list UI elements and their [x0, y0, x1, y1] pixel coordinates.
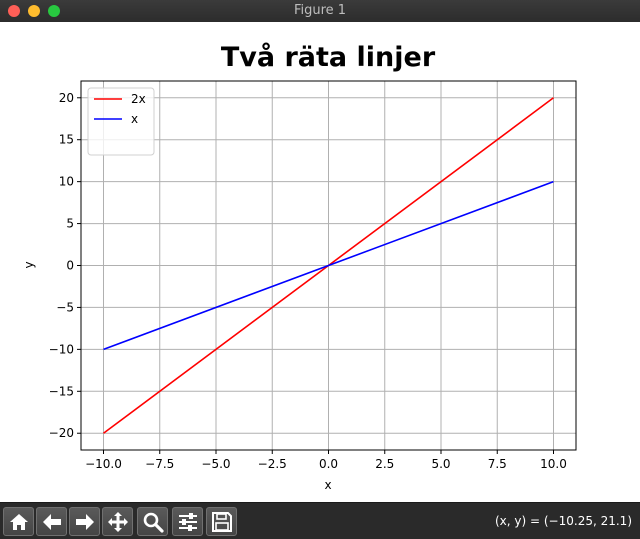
x-tick-label: 5.0	[431, 457, 450, 471]
y-tick-label: 0	[66, 259, 74, 273]
x-tick-label: 10.0	[540, 457, 567, 471]
series-line-x	[103, 180, 554, 351]
x-tick-label: 7.5	[488, 457, 507, 471]
x-tick-label: 2.5	[375, 457, 394, 471]
y-tick-label: −15	[49, 384, 74, 398]
x-axis-label: x	[324, 478, 331, 492]
legend-label-2x: 2x	[131, 92, 146, 106]
move-icon	[107, 511, 128, 532]
y-axis-label: y	[22, 261, 36, 268]
line-chart: Två räta linjer −10.0 −7.5 −5.0 −2.5 0.0 2.5 5…	[22, 41, 577, 492]
maximize-window-button[interactable]	[48, 5, 60, 17]
sliders-icon	[178, 512, 197, 531]
y-tick-label: 10	[59, 175, 74, 189]
floppy-disk-icon	[211, 511, 232, 532]
y-tick-label: −20	[49, 426, 74, 440]
x-tick-label: −7.5	[145, 457, 174, 471]
configure-subplots-button[interactable]	[172, 507, 203, 536]
y-tick-label: −5	[56, 300, 74, 314]
y-tick-label: 5	[66, 217, 74, 231]
arrow-right-icon	[75, 513, 94, 530]
x-tick-label: −2.5	[258, 457, 287, 471]
window-title: Figure 1	[293, 3, 347, 18]
legend-box	[87, 87, 155, 156]
zoom-icon	[143, 512, 164, 533]
save-button[interactable]	[206, 507, 237, 536]
figure-canvas[interactable]: Två räta linjer −10.0 −7.5 −5.0 −2.5 0.0 2.5 5…	[0, 22, 640, 502]
pan-button[interactable]	[102, 507, 133, 536]
home-icon	[9, 513, 28, 530]
y-tick-label: 15	[59, 133, 74, 147]
arrow-left-icon	[42, 513, 61, 530]
chart-title: Två räta linjer	[221, 41, 436, 73]
zoom-button[interactable]	[137, 507, 168, 536]
x-tick-label: −10.0	[85, 457, 122, 471]
legend: 2x x	[87, 87, 155, 156]
home-button[interactable]	[3, 507, 34, 536]
minimize-window-button[interactable]	[28, 5, 40, 17]
forward-button[interactable]	[69, 507, 100, 536]
title-bar: Figure 1	[0, 0, 640, 23]
y-tick-label: 20	[59, 91, 74, 105]
x-tick-label: −5.0	[201, 457, 230, 471]
y-tick-label: −10	[49, 342, 74, 356]
close-window-button[interactable]	[8, 5, 20, 17]
x-tick-label: 0.0	[319, 457, 338, 471]
cursor-coordinates: (x, y) = (−10.25, 21.1)	[495, 514, 632, 528]
navigation-toolbar: (x, y) = (−10.25, 21.1)	[0, 502, 640, 539]
back-button[interactable]	[36, 507, 67, 536]
legend-label-x: x	[131, 112, 138, 126]
